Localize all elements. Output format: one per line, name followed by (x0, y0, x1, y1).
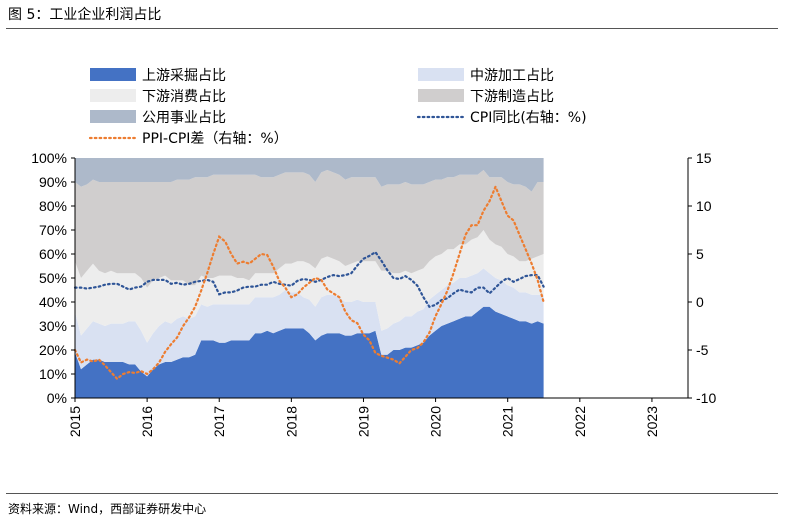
x-tick-label: 2020 (428, 406, 444, 437)
area-downstream-consumer (75, 230, 544, 343)
source-rule (6, 493, 778, 494)
annotation-arrowhead (672, 358, 682, 367)
y-right-tick-label: -5 (696, 342, 709, 358)
legend-label: 下游消费占比 (142, 89, 226, 105)
y-right-tick-label: -10 (696, 390, 716, 406)
y-left-tick-label: 40% (39, 294, 67, 310)
legend-swatch (418, 68, 464, 81)
annotation (645, 358, 682, 383)
y-left-tick-label: 30% (39, 318, 67, 334)
legend-swatch (418, 89, 464, 102)
y-left-tick-label: 100% (31, 150, 67, 166)
stacked-areas (75, 158, 544, 398)
source-note: 资料来源：Wind，西部证券研发中心 (8, 502, 207, 516)
area-midstream-processing (75, 268, 544, 377)
y-left-tick-label: 70% (39, 222, 67, 238)
y-left-tick-label: 20% (39, 342, 67, 358)
x-tick-label: 2015 (67, 406, 83, 437)
y-right-tick-label: 15 (696, 150, 712, 166)
legend-label: PPI-CPI差（右轴：%） (142, 131, 288, 147)
x-tick-label: 2022 (572, 406, 588, 437)
line-series (73, 183, 545, 381)
y-left-tick-label: 0% (47, 390, 67, 406)
legend-item-utilities: 公用事业占比 (90, 110, 226, 126)
y-left-tick-label: 60% (39, 246, 67, 262)
figure-title: 图 5：工业企业利润占比 (8, 7, 162, 23)
legend-item-ppi-cpi-spread: PPI-CPI差（右轴：%） (88, 131, 288, 147)
legend-item-downstream-manufacturing: 下游制造占比 (418, 89, 554, 105)
x-tick-label: 2018 (283, 406, 299, 437)
legend-swatch (90, 110, 136, 123)
area-utilities (75, 158, 544, 192)
axes: 100% 90% 80% 70% 60% 50% 40% 30% 20% 10% 0% 15 10 5 0 -… (31, 150, 716, 437)
legend-label: 公用事业占比 (142, 110, 226, 126)
legend-label: 下游制造占比 (470, 89, 554, 105)
x-tick-label: 2019 (355, 406, 371, 437)
legend-swatch (90, 68, 136, 81)
y-left-tick-label: 90% (39, 174, 67, 190)
x-tick-label: 2016 (139, 406, 155, 437)
y-right-tick-label: 5 (696, 246, 704, 262)
legend-label: CPI同比(右轴：%) (470, 110, 587, 126)
y-left-tick-label: 50% (39, 270, 67, 286)
legend-label: 上游采掘占比 (142, 68, 226, 84)
annotation-arrow (645, 361, 677, 383)
x-tick-label: 2017 (211, 406, 227, 437)
y-left-tick-label: 80% (39, 198, 67, 214)
y-left-tick-label: 10% (39, 366, 67, 382)
legend-item-downstream-consumer: 下游消费占比 (90, 89, 226, 105)
y-right-tick-label: 10 (696, 198, 712, 214)
line-cpi-yoy (73, 250, 545, 309)
legend-item-midstream-processing: 中游加工占比 (418, 68, 554, 84)
area-upstream-mining (75, 306, 544, 398)
title-rule (6, 28, 778, 29)
x-tick-label: 2023 (644, 406, 660, 437)
area-downstream-manufacturing (75, 170, 544, 288)
line-ppi-cpi-spread (73, 183, 545, 381)
legend-label: 中游加工占比 (470, 68, 554, 84)
y-right-tick-label: 0 (696, 294, 704, 310)
legend-swatch (90, 89, 136, 102)
legend-item-upstream-mining: 上游采掘占比 (90, 68, 226, 84)
legend-item-cpi-yoy: CPI同比(右轴：%) (416, 110, 587, 126)
x-tick-label: 2021 (500, 406, 516, 437)
